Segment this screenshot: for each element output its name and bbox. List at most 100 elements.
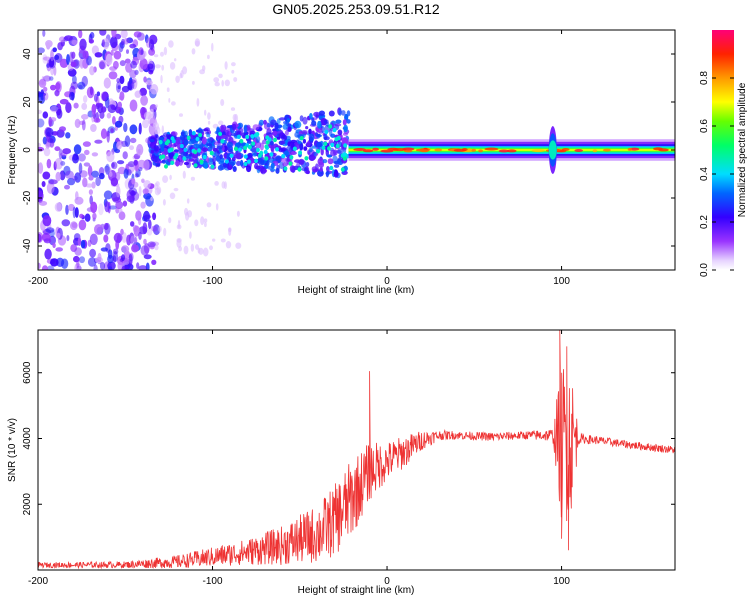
heatmap-cell xyxy=(193,149,198,155)
heatmap-cell xyxy=(184,207,189,216)
heatmap-cell xyxy=(71,222,78,229)
heatmap-cell xyxy=(111,161,118,170)
heatmap-cell xyxy=(217,164,224,171)
heatmap-cell xyxy=(342,119,347,126)
heatmap-cell xyxy=(87,257,97,267)
heatmap-cell xyxy=(55,247,63,252)
heatmap-cell xyxy=(140,95,149,106)
heatmap-cell xyxy=(220,238,226,243)
heatmap-cell xyxy=(99,30,107,36)
heatmap-cell xyxy=(136,262,140,269)
heatmap-cell xyxy=(202,147,209,152)
heatmap-cell xyxy=(342,152,347,157)
heatmap-cell xyxy=(168,152,174,159)
heatmap-cell xyxy=(81,114,89,120)
heatmap-cell xyxy=(64,35,73,41)
heatmap-cell xyxy=(129,43,137,49)
heatmap-cell xyxy=(138,122,142,135)
heatmap-cell xyxy=(82,50,89,60)
heatmap-cell xyxy=(38,118,45,128)
heatmap-cell xyxy=(182,170,186,179)
heatmap-cell xyxy=(186,135,191,140)
heatmap-cell xyxy=(89,248,96,258)
heatmap-cell xyxy=(270,162,275,169)
heatmap-cell xyxy=(255,147,260,153)
heatmap-cell xyxy=(193,143,199,149)
heatmap-cell xyxy=(334,123,342,127)
heatmap-cell xyxy=(72,206,76,219)
heatmap-cell xyxy=(139,58,148,70)
heatmap-cell xyxy=(194,38,201,47)
heatmap-cell xyxy=(265,140,270,145)
heatmap-cell xyxy=(228,164,233,171)
y-tick-label: 6000 xyxy=(22,361,33,384)
heatmap-cell xyxy=(112,255,117,263)
heatmap-cell xyxy=(173,187,179,192)
heatmap-cell xyxy=(291,151,295,155)
heatmap-cell xyxy=(143,76,147,83)
heatmap-cell xyxy=(197,128,203,135)
heatmap-cell xyxy=(325,170,329,178)
heatmap-cell xyxy=(154,64,161,69)
heatmap-cell xyxy=(101,39,105,48)
heatmap-cell xyxy=(220,99,225,106)
heatmap-cell xyxy=(191,48,196,55)
heatmap-cell xyxy=(224,159,229,164)
heatmap-cell xyxy=(198,141,204,150)
heatmap-cell xyxy=(498,149,510,153)
heatmap-cell xyxy=(283,166,288,171)
colorbar-tick-label: 0.2 xyxy=(699,215,710,229)
heatmap-cell xyxy=(105,53,113,66)
heatmap-cell xyxy=(153,224,161,236)
heatmap-cell xyxy=(113,232,123,243)
heatmap-cell xyxy=(204,109,207,116)
heatmap-cell xyxy=(152,122,157,128)
heatmap-cell xyxy=(70,81,79,90)
heatmap-cell xyxy=(206,202,212,208)
heatmap-cell xyxy=(78,153,86,162)
y-tick-label: 0 xyxy=(22,147,33,153)
heatmap-cell xyxy=(190,243,195,252)
heatmap-cell xyxy=(174,58,177,62)
heatmap-cell xyxy=(574,149,583,152)
heatmap-cell xyxy=(42,215,52,227)
heatmap-cell xyxy=(264,156,269,161)
heatmap-cell xyxy=(313,111,320,118)
heatmap-cell xyxy=(48,179,58,185)
heatmap-cell xyxy=(103,190,113,200)
heatmap-cell xyxy=(260,166,267,175)
heatmap-cell xyxy=(88,175,94,181)
heatmap-cell xyxy=(53,161,57,171)
heatmap-cell xyxy=(306,141,311,147)
heatmap-cell xyxy=(203,218,208,223)
heatmap-cell xyxy=(161,154,166,159)
heatmap-cell xyxy=(137,32,145,41)
heatmap-cell xyxy=(150,149,155,154)
heatmap-cell xyxy=(54,158,63,170)
heatmap-cell xyxy=(362,149,374,153)
heatmap-cell xyxy=(297,140,302,145)
heatmap-cell xyxy=(77,237,82,247)
heatmap-cell xyxy=(152,212,157,221)
heatmap-cell xyxy=(231,156,236,162)
heatmap-cell xyxy=(211,42,214,52)
colorbar: 0.0 0.2 0.4 0.6 0.8 Normalized spectral ampl… xyxy=(699,30,748,277)
heatmap-cell xyxy=(65,132,71,139)
heatmap-cell xyxy=(79,38,87,51)
heatmap-cell xyxy=(266,123,271,128)
heatmap-cell xyxy=(286,118,291,123)
heatmap-cell xyxy=(292,146,297,151)
heatmap-cell xyxy=(326,166,330,172)
heatmap-cell xyxy=(198,132,203,138)
heatmap-cell xyxy=(236,210,240,217)
heatmap-cell xyxy=(269,152,274,157)
y-tick-label: 2000 xyxy=(22,493,33,516)
heatmap-cell xyxy=(214,82,220,87)
heatmap-cell xyxy=(274,122,279,130)
heatmap-cell xyxy=(434,148,443,152)
heatmap-cell xyxy=(48,56,57,69)
heatmap-cell xyxy=(113,50,122,60)
spectrogram-x-label: Height of straight line (km) xyxy=(298,285,415,296)
heatmap-cell xyxy=(44,248,52,260)
heatmap-cell xyxy=(238,147,242,152)
